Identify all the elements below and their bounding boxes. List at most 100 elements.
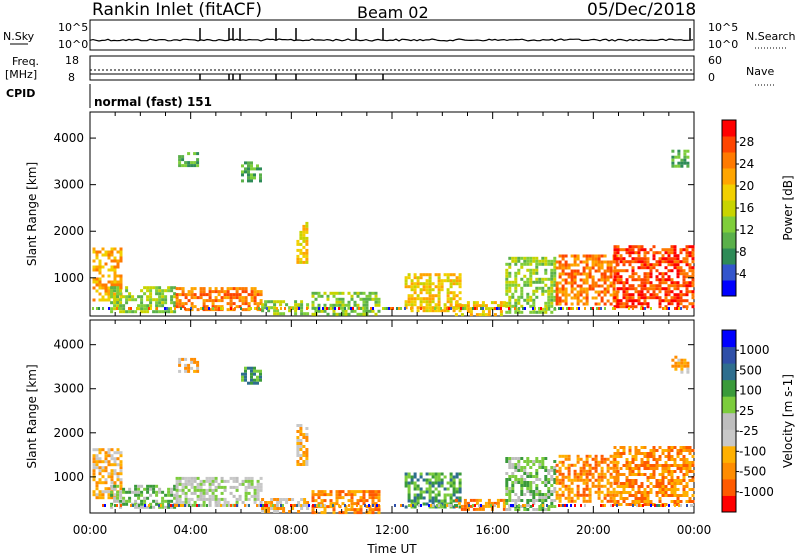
data-cell [116, 301, 120, 305]
data-cell [113, 295, 117, 299]
data-cell [297, 303, 301, 307]
data-cell [434, 273, 438, 277]
data-cell [229, 296, 233, 300]
data-cell [508, 289, 512, 293]
data-cell [455, 475, 459, 479]
data-cell [667, 257, 671, 261]
data-cell [652, 449, 656, 452]
data-cell [125, 310, 129, 314]
data-cell [517, 268, 521, 272]
data-cell [597, 254, 601, 258]
data-cell [529, 274, 533, 278]
data-cell [564, 475, 568, 479]
data-cell [535, 460, 539, 463]
data-cell [98, 307, 100, 310]
data-cell [664, 257, 668, 261]
data-cell [649, 464, 653, 467]
data-cell [320, 493, 324, 497]
data-cell [532, 502, 536, 505]
data-cell [517, 469, 521, 472]
data-cell [594, 469, 598, 473]
data-cell [452, 279, 456, 283]
data-cell [685, 485, 689, 488]
data-cell [270, 501, 274, 504]
data-cell [428, 478, 432, 482]
data-cell [419, 297, 423, 301]
data-cell [466, 307, 468, 310]
data-cell [585, 290, 589, 294]
data-cell [392, 307, 394, 310]
data-cell [155, 301, 159, 305]
data-cell [98, 280, 102, 284]
data-cell [655, 482, 659, 485]
data-cell [667, 479, 671, 482]
data-cell [631, 260, 635, 264]
data-cell [173, 301, 177, 305]
data-cell [173, 310, 177, 314]
data-cell [356, 502, 360, 506]
data-cell [341, 306, 345, 310]
data-cell [514, 298, 518, 302]
data-cell [502, 498, 506, 502]
data-cell [606, 263, 610, 267]
data-cell [122, 496, 126, 500]
data-cell [682, 476, 686, 479]
data-cell [609, 272, 613, 276]
data-cell [564, 266, 568, 270]
data-cell [588, 472, 592, 476]
data-cell [555, 493, 559, 497]
data-cell [598, 307, 600, 310]
data-cell [616, 263, 620, 267]
data-cell [634, 278, 638, 282]
data-cell [532, 280, 536, 284]
data-cell [517, 301, 521, 305]
data-cell [332, 502, 336, 506]
data-cell [640, 290, 644, 294]
data-cell [187, 164, 191, 168]
data-cell [532, 271, 536, 275]
data-cell [305, 457, 309, 460]
data-cell [661, 485, 665, 488]
data-cell [523, 262, 527, 266]
data-cell [226, 293, 230, 297]
data-cell [125, 499, 129, 503]
data-cell [408, 504, 410, 507]
data-cell [526, 292, 530, 296]
data-cell [300, 300, 304, 304]
data-cell [241, 308, 245, 312]
data-cell [550, 493, 554, 496]
data-cell [359, 490, 363, 494]
data-cell [686, 164, 690, 168]
data-cell [526, 283, 530, 287]
data-cell [216, 504, 218, 507]
data-cell [350, 297, 354, 301]
data-cell [658, 251, 662, 255]
data-cell [564, 263, 568, 267]
data-cell [155, 484, 159, 488]
data-cell [676, 272, 680, 276]
data-cell [220, 299, 224, 303]
data-cell [518, 504, 520, 507]
data-cell [544, 262, 548, 266]
data-cell [125, 490, 129, 494]
data-cell [671, 149, 675, 153]
data-cell [613, 245, 617, 249]
data-cell [670, 500, 674, 503]
data-cell [360, 307, 362, 310]
data-cell [600, 272, 604, 276]
data-cell [649, 266, 653, 270]
data-cell [555, 302, 559, 306]
data-cell [134, 505, 138, 509]
data-cell [505, 508, 509, 511]
data-cell [502, 301, 506, 305]
data-cell [443, 496, 447, 500]
data-cell [649, 488, 653, 491]
data-cell [613, 458, 617, 461]
data-cell [449, 496, 453, 500]
data-cell [413, 487, 417, 491]
data-cell [643, 248, 647, 252]
data-cell [628, 248, 632, 252]
data-cell [529, 298, 533, 302]
data-cell [101, 481, 105, 485]
data-cell [664, 488, 668, 491]
